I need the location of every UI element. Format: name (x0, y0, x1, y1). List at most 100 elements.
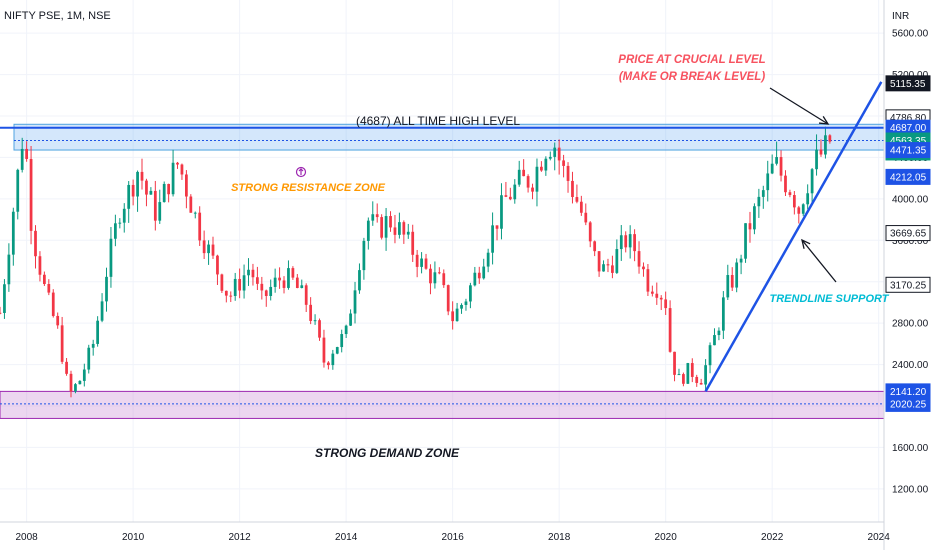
candle-body (349, 313, 352, 326)
x-tick-label: 2016 (442, 532, 465, 543)
candle-body (504, 195, 508, 197)
candle-body (637, 251, 641, 267)
candle-body (38, 256, 42, 275)
candle-body (82, 369, 86, 381)
candle-body (677, 374, 681, 376)
candle-body (229, 295, 233, 297)
y-tick-label: 2800.00 (892, 319, 929, 330)
candle-body (429, 268, 432, 284)
candle-body (766, 173, 770, 191)
candle-body (162, 183, 166, 203)
candle-body (584, 212, 588, 223)
candle-body (588, 222, 592, 242)
candle-body (313, 320, 317, 322)
zones (0, 123, 885, 419)
candle-body (153, 190, 157, 221)
gridlines (0, 0, 884, 522)
candle-body (353, 290, 357, 314)
candle-body (269, 286, 273, 296)
candle-body (304, 285, 308, 305)
candle-body (757, 196, 761, 207)
y-tick-label: 3600.00 (892, 236, 929, 247)
candle-body (34, 230, 37, 257)
price-tag-label: 4212.05 (890, 172, 927, 183)
candle-body (327, 362, 330, 366)
candle-body (300, 285, 304, 288)
candle-body (628, 234, 632, 248)
candle-body (167, 183, 171, 195)
candle-body (87, 347, 91, 370)
candle-body (713, 335, 716, 346)
candle-body (211, 244, 215, 256)
candle-body (278, 277, 281, 281)
candle-body (557, 147, 561, 161)
candle-body (145, 180, 148, 195)
crucial-annotation-line2: (MAKE OR BREAK LEVEL) (619, 71, 765, 83)
candle-body (233, 278, 237, 297)
candle-body (433, 272, 437, 284)
candle-body (220, 274, 224, 291)
candle-body (775, 157, 778, 164)
candle-body (495, 225, 499, 229)
candle-body (198, 212, 202, 241)
price-tag-label: 4786.80 (890, 113, 927, 124)
candle-body (611, 265, 614, 273)
candle-body (460, 304, 463, 309)
candle-body (491, 225, 494, 253)
candle-body (224, 290, 228, 296)
y-tick-label: 1200.00 (892, 484, 929, 495)
candle-body (11, 211, 15, 255)
candle-body (642, 266, 645, 270)
candle-body (251, 269, 255, 278)
candle-body (442, 273, 446, 286)
candle-body (828, 135, 832, 142)
y-tick-label: 4000.00 (892, 194, 929, 205)
candle-body (256, 277, 259, 284)
candle-body (158, 202, 162, 221)
price-tag-label: 3170.25 (890, 280, 927, 291)
candle-body (473, 272, 477, 286)
candle-body (51, 292, 55, 316)
candle-body (655, 293, 659, 298)
candle-body (358, 270, 361, 291)
candle-body (646, 269, 650, 292)
y-tick-label: 5600.00 (892, 29, 929, 40)
candle-body (517, 169, 521, 185)
x-tick-label: 2008 (16, 532, 39, 543)
x-tick-label: 2018 (548, 532, 571, 543)
candle-body (207, 244, 210, 254)
candle-body (482, 266, 486, 279)
candle-body (469, 285, 472, 302)
x-tick-label: 2024 (868, 532, 891, 543)
candle-body (739, 258, 743, 263)
candle-body (513, 184, 517, 200)
candle-body (708, 345, 712, 366)
candle-body (78, 380, 82, 385)
lines (0, 81, 884, 392)
candle-body (566, 165, 570, 181)
resistance-annotation: STRONG RESISTANCE ZONE (231, 182, 385, 194)
candle-body (788, 192, 792, 196)
resistance-arrow-icon (295, 166, 307, 178)
price-tag (885, 168, 931, 185)
candle-body (686, 363, 690, 384)
candle-body (114, 223, 117, 239)
candle-body (105, 276, 108, 302)
crucial-arrow-icon-head (818, 116, 830, 125)
price-tag (885, 142, 931, 159)
candle-body (784, 175, 787, 193)
candle-body (91, 343, 95, 348)
candle-body (176, 162, 179, 165)
candle-body (548, 156, 552, 159)
candle-body (238, 278, 242, 291)
candle-body (149, 190, 153, 195)
trendline-arrow-icon (801, 239, 837, 283)
candles (0, 126, 832, 398)
x-tick-label: 2012 (229, 532, 252, 543)
candle-body (20, 148, 24, 170)
candle-body (25, 148, 29, 159)
candle-body (100, 301, 104, 321)
price-tag-label: 4471.35 (890, 146, 927, 157)
candle-body (344, 325, 348, 335)
x-tick-label: 2010 (122, 532, 145, 543)
